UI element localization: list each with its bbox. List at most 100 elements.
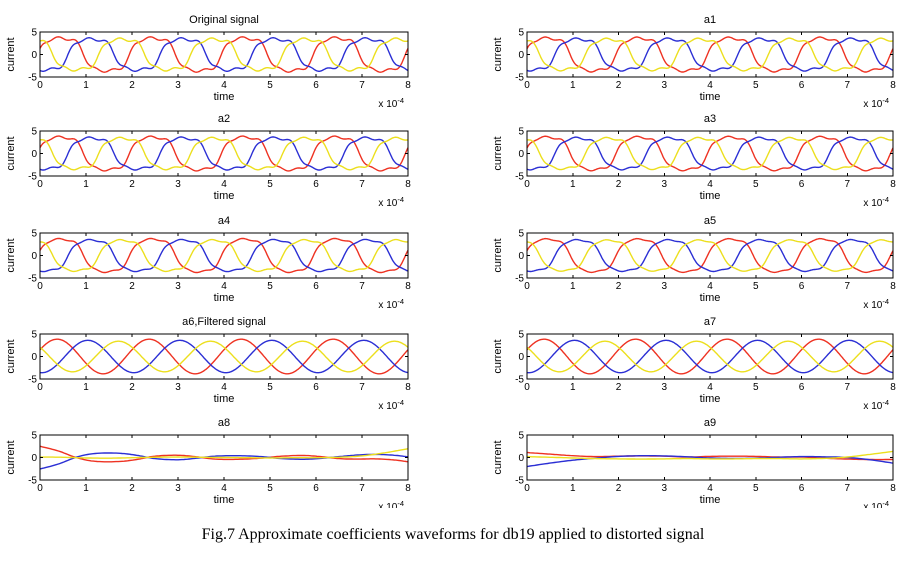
y-tick-label: 0	[518, 251, 524, 262]
x-tick-label: 5	[267, 382, 273, 393]
x-tick-label: 8	[405, 382, 411, 393]
axis-box	[39, 130, 409, 177]
x-tick-label: 5	[267, 179, 273, 190]
x-tick-label: 1	[570, 382, 576, 393]
y-tick-label: 0	[31, 352, 37, 363]
x-tick-label: 4	[707, 281, 713, 292]
x-tick-label: 7	[844, 179, 850, 190]
x-tick-label: 5	[267, 80, 273, 91]
waveform-blue	[39, 452, 409, 470]
y-tick-label: 0	[518, 453, 524, 464]
x-tick-label: 6	[799, 281, 805, 292]
waveform-red	[39, 445, 409, 463]
y-tick-label: 5	[518, 431, 524, 442]
x-tick-label: 2	[129, 281, 135, 292]
axis-box	[39, 434, 409, 481]
y-axis-label: current	[492, 136, 504, 170]
x-tick-label: 7	[359, 80, 365, 91]
x-tick-label: 2	[129, 179, 135, 190]
y-axis-label: current	[5, 238, 17, 272]
x-tick-label: 6	[313, 281, 319, 292]
y-tick-label: -5	[515, 73, 524, 84]
x-tick-label: 2	[616, 281, 622, 292]
axis-box	[526, 232, 894, 279]
x-axis-label: time	[214, 190, 235, 202]
x-tick-label: 6	[313, 179, 319, 190]
x-tick-label: 6	[313, 80, 319, 91]
y-axis-label: current	[492, 440, 504, 474]
x-tick-label: 8	[405, 80, 411, 91]
subplot-grid: 0 1 2 3 4 5 6 7 8 5 0 -5 Original signal time current x…	[5, 14, 896, 508]
x-scale-label: x 10-4	[863, 297, 889, 311]
axis-box	[39, 31, 409, 78]
x-tick-label: 1	[83, 179, 89, 190]
x-tick-label: 5	[267, 281, 273, 292]
x-tick-label: 8	[405, 281, 411, 292]
y-tick-label: 5	[31, 431, 37, 442]
waveform-red	[39, 237, 409, 274]
waveform-blue	[39, 136, 409, 171]
waveform-yellow	[527, 450, 894, 460]
plot-title: a2	[218, 113, 230, 125]
x-scale-label: x 10-4	[863, 96, 889, 110]
x-tick-label: 8	[890, 281, 896, 292]
y-tick-label: 0	[518, 149, 524, 160]
waveform-blue	[526, 339, 894, 374]
plot-title: a5	[704, 215, 716, 227]
axis-box	[39, 232, 409, 279]
waveform-yellow	[39, 340, 409, 373]
y-tick-label: 0	[31, 50, 37, 61]
x-tick-label: 3	[175, 483, 181, 494]
plot-title: Original signal	[189, 14, 259, 26]
y-tick-label: 5	[518, 229, 524, 240]
x-tick-label: 4	[221, 179, 227, 190]
x-tick-label: 1	[570, 483, 576, 494]
waveform-yellow	[526, 37, 894, 72]
x-tick-label: 0	[37, 80, 43, 91]
x-scale-label: x 10-4	[378, 297, 404, 311]
x-tick-label: 8	[890, 179, 896, 190]
x-axis-label: time	[214, 494, 235, 506]
x-tick-label: 2	[616, 382, 622, 393]
x-axis-label: time	[214, 393, 235, 405]
y-tick-label: -5	[28, 73, 37, 84]
x-tick-label: 7	[359, 483, 365, 494]
x-tick-label: 3	[175, 80, 181, 91]
x-tick-label: 8	[890, 382, 896, 393]
plot-title: a7	[704, 316, 716, 328]
y-tick-label: -5	[28, 476, 37, 487]
x-tick-label: 4	[221, 483, 227, 494]
waveform-red	[39, 135, 409, 172]
x-axis-label: time	[214, 91, 235, 103]
x-tick-label: 0	[524, 179, 530, 190]
x-tick-label: 8	[890, 80, 896, 91]
y-tick-label: 0	[518, 352, 524, 363]
x-tick-label: 1	[83, 483, 89, 494]
figure-caption: Fig.7 Approximate coefficients waveforms…	[201, 526, 705, 543]
waveform-blue	[526, 37, 894, 72]
x-tick-label: 3	[661, 179, 667, 190]
x-tick-label: 5	[753, 382, 759, 393]
x-tick-label: 5	[753, 179, 759, 190]
x-scale-label: x 10-4	[378, 195, 404, 209]
plot-title: a3	[704, 113, 716, 125]
x-tick-label: 2	[616, 483, 622, 494]
x-tick-label: 4	[707, 483, 713, 494]
x-tick-label: 4	[707, 382, 713, 393]
y-tick-label: 0	[31, 149, 37, 160]
x-tick-label: 8	[405, 483, 411, 494]
y-tick-label: 5	[31, 330, 37, 341]
x-tick-label: 6	[799, 382, 805, 393]
x-tick-label: 2	[129, 483, 135, 494]
y-tick-label: 5	[31, 28, 37, 39]
x-tick-label: 0	[524, 80, 530, 91]
x-tick-label: 1	[570, 80, 576, 91]
axis-box	[526, 31, 894, 78]
plot-a6-filtered-signal: 0 1 2 3 4 5 6 7 850-5a6,Filtered signaltimecurre…	[5, 316, 411, 412]
x-tick-label: 7	[359, 179, 365, 190]
waveform-yellow	[526, 340, 894, 373]
